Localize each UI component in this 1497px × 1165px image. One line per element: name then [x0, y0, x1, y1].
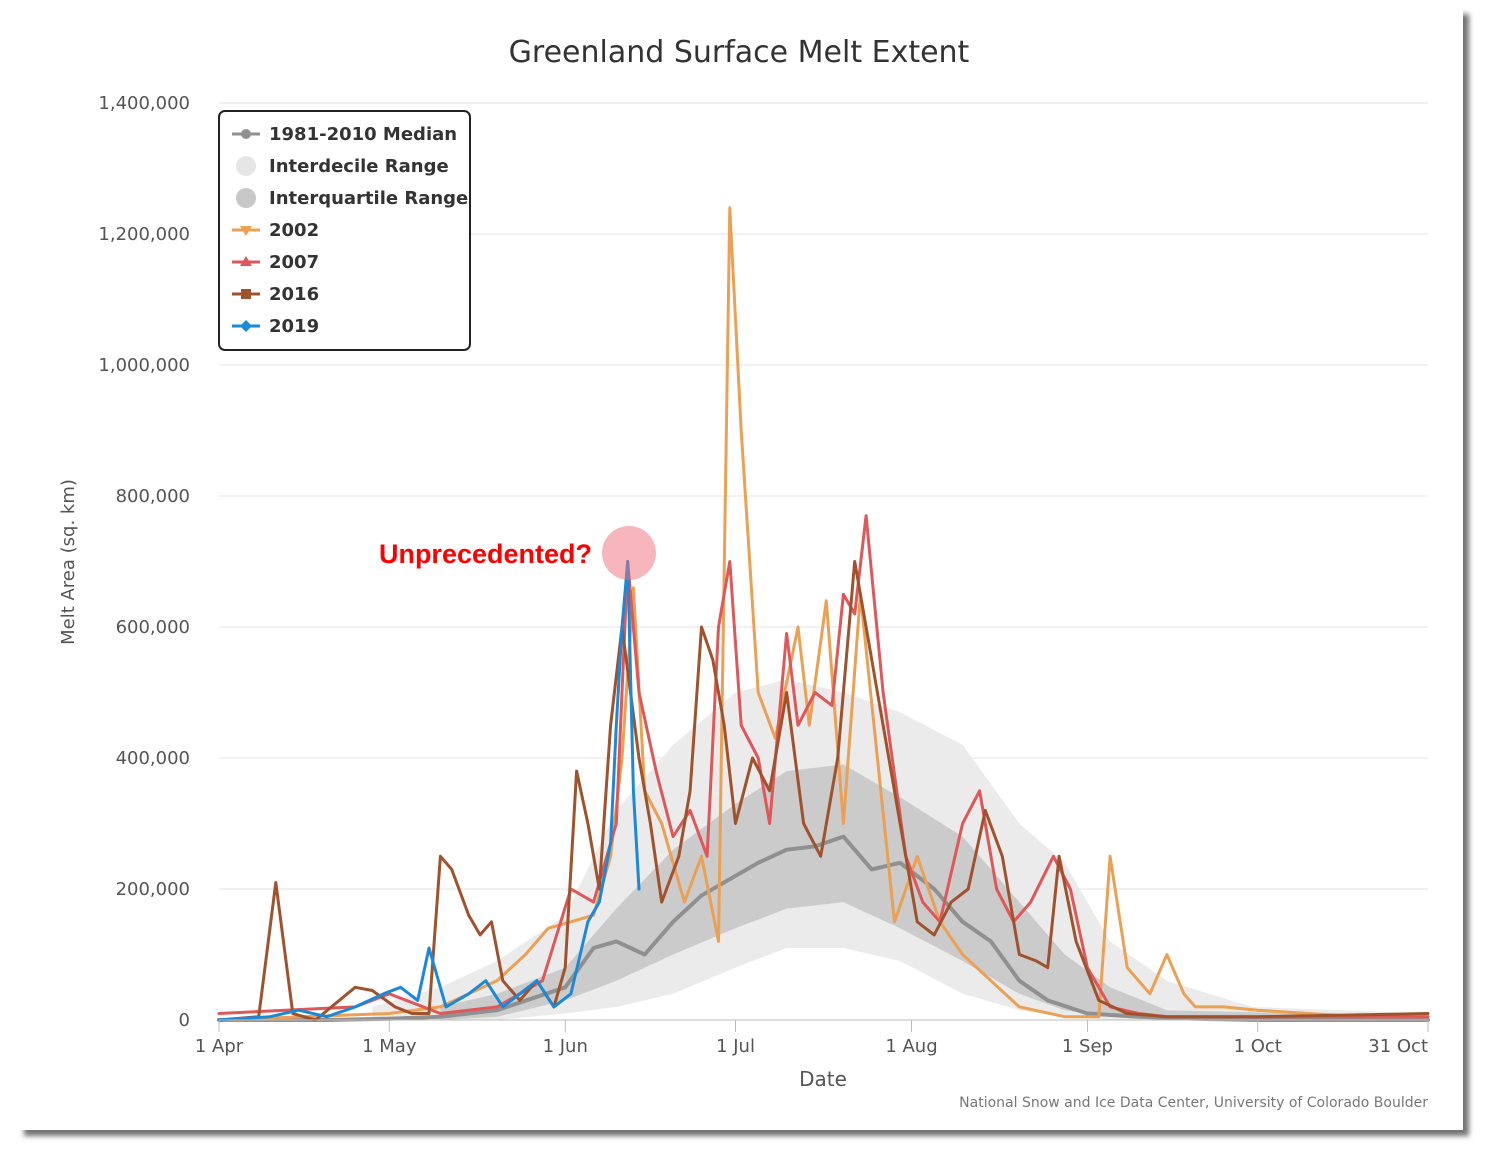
x-tick-label: 1 May: [362, 1036, 417, 1057]
y-axis-label: Melt Area (sq. km): [58, 479, 79, 645]
legend-interdecile-range-marker: [236, 156, 256, 176]
interquartile-band: [440, 764, 1428, 1020]
legend: 1981-2010 Median Interdecile Range Interqu…: [218, 110, 471, 351]
annotation-text: Unprecedented?: [379, 539, 592, 569]
annotation-highlight: [602, 526, 656, 580]
chart-svg: Greenland Surface Melt Extent 0 200,000 40…: [58, 35, 1430, 1111]
y-tick-label: 600,000: [116, 617, 190, 638]
series-line-1981-2010-median: [217, 834, 1430, 1022]
legend-box: [218, 110, 471, 351]
legend-1981-2010-median-marker: [241, 129, 251, 139]
x-tick-label: 1 Aug: [885, 1036, 937, 1057]
y-tick-label: 1,200,000: [98, 224, 190, 245]
x-tick-label: 1 Sep: [1062, 1036, 1113, 1057]
y-tick-label: 0: [179, 1010, 190, 1031]
legend-2007-label: 2007: [269, 252, 319, 273]
axes: 0 200,000 400,000 600,000 800,000 1,000,000 1,…: [98, 93, 1429, 1057]
series-line-2016: [217, 560, 1430, 1022]
legend-2002-label: 2002: [269, 220, 319, 241]
x-tick-label: 1 Oct: [1234, 1036, 1282, 1057]
y-tick-label: 1,000,000: [98, 355, 190, 376]
y-tick-label: 1,400,000: [98, 93, 190, 114]
legend-2002-marker: [240, 226, 252, 236]
legend-2019-marker: [240, 320, 252, 332]
legend-2016-marker: [241, 289, 251, 299]
legend-interquartile-range-label: Interquartile Range: [269, 188, 468, 209]
x-tick-label: 1 Jul: [716, 1036, 755, 1057]
chart-title: Greenland Surface Melt Extent: [509, 35, 970, 70]
legend-2019-label: 2019: [269, 316, 319, 337]
x-tick-label: 31 Oct: [1368, 1036, 1428, 1057]
y-tick-label: 800,000: [116, 486, 190, 507]
legend-interdecile-range-label: Interdecile Range: [269, 156, 449, 177]
series-line-2019: [217, 560, 641, 1022]
credit-text: National Snow and Ice Data Center, Unive…: [959, 1095, 1428, 1111]
x-tick-label: 1 Jun: [543, 1036, 588, 1057]
series-line-2002: [217, 206, 1430, 1022]
x-axis-label: Date: [799, 1067, 847, 1091]
series-lines: [217, 206, 1430, 1022]
legend-2016-label: 2016: [269, 284, 319, 305]
legend-2007-marker: [240, 256, 252, 266]
chart-card: Greenland Surface Melt Extent 0 200,000 40…: [18, 8, 1463, 1130]
range-bands: [372, 679, 1428, 1020]
x-tick-label: 1 Apr: [195, 1036, 244, 1057]
y-tick-label: 200,000: [116, 879, 190, 900]
legend-1981-2010-median-label: 1981-2010 Median: [269, 124, 457, 145]
y-tick-label: 400,000: [116, 748, 190, 769]
legend-interquartile-range-marker: [236, 188, 256, 208]
